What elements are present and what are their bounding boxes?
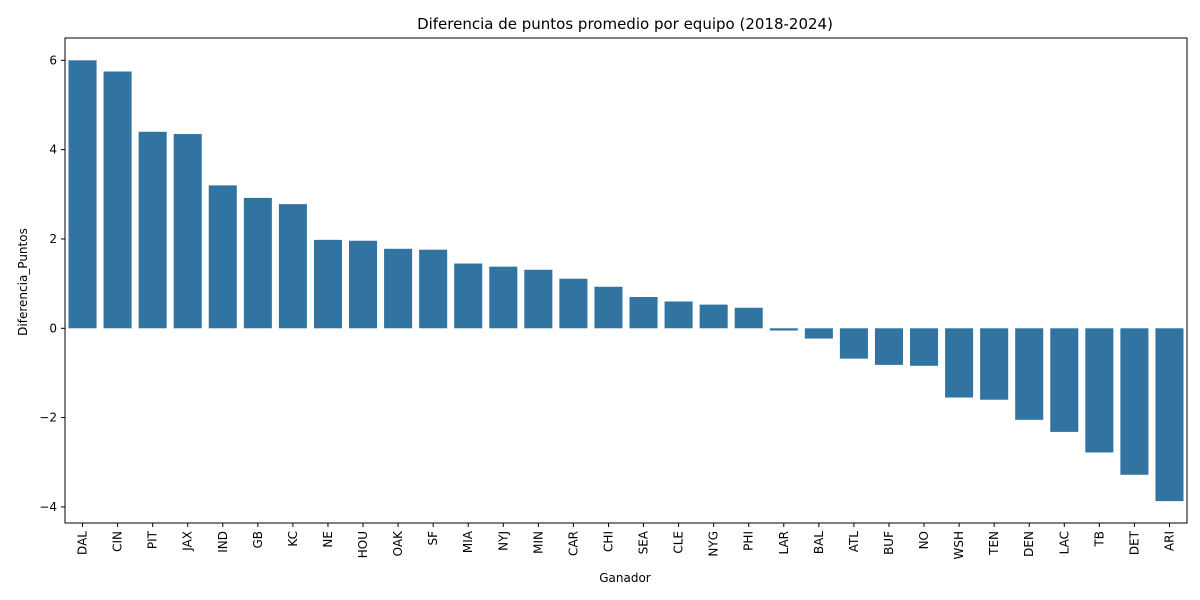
bar-den xyxy=(1015,328,1044,420)
y-tick-label: −4 xyxy=(39,500,57,514)
x-tick-label: KC xyxy=(286,531,300,547)
x-tick-label: LAR xyxy=(777,531,791,555)
bar-cin xyxy=(103,71,132,329)
bar-chi xyxy=(594,286,623,329)
x-tick-label: OAK xyxy=(391,530,405,556)
x-tick-label: DAL xyxy=(76,531,90,555)
x-tick-label: TEN xyxy=(987,531,1001,556)
y-axis: −4 −2 0 2 4 6 xyxy=(39,53,65,514)
bar-mia xyxy=(454,263,483,329)
bar-car xyxy=(559,278,588,329)
x-tick-label: PIT xyxy=(146,530,160,549)
x-axis: DAL CIN PIT JAX IND GB KC NE HOU OAK SF MIA NYJ MIN CA… xyxy=(76,523,1176,560)
x-tick-label: CHI xyxy=(601,531,615,552)
bars-group xyxy=(68,60,1184,502)
bar-lac xyxy=(1050,328,1079,432)
bar-gb xyxy=(243,197,272,329)
x-tick-label: CIN xyxy=(111,531,125,552)
bar-sf xyxy=(419,249,448,329)
bar-atl xyxy=(839,328,868,359)
x-tick-label: LAC xyxy=(1057,531,1071,554)
x-tick-label: NYJ xyxy=(496,531,510,551)
x-tick-label: GB xyxy=(251,531,265,549)
plot-frame xyxy=(64,37,1188,524)
bar-nyg xyxy=(699,304,728,329)
x-tick-label: CLE xyxy=(672,531,686,554)
bar-det xyxy=(1120,328,1149,475)
x-tick-label: NO xyxy=(917,531,931,549)
x-tick-label: NE xyxy=(321,531,335,548)
x-tick-label: SEA xyxy=(637,530,651,554)
bar-ten xyxy=(980,328,1009,400)
bar-min xyxy=(524,269,553,329)
bar-ne xyxy=(313,239,342,329)
x-tick-label: BAL xyxy=(812,531,826,554)
bar-oak xyxy=(384,248,413,329)
x-tick-label: CAR xyxy=(566,531,580,556)
bar-phi xyxy=(734,307,763,329)
y-tick-label: 2 xyxy=(49,232,57,246)
y-tick-label: 4 xyxy=(49,143,57,157)
bar-nyj xyxy=(489,266,518,329)
x-tick-label: ATL xyxy=(847,531,861,553)
bar-tb xyxy=(1085,328,1114,453)
y-tick-label: 0 xyxy=(49,321,57,335)
x-tick-label: SF xyxy=(426,531,440,546)
bar-sea xyxy=(629,297,658,329)
x-axis-label: Ganador xyxy=(599,571,651,585)
bar-kc xyxy=(278,204,307,329)
x-tick-label: DET xyxy=(1127,530,1141,555)
bar-wsh xyxy=(945,328,974,398)
x-tick-label: MIN xyxy=(531,531,545,554)
x-tick-label: TB xyxy=(1092,531,1106,548)
x-tick-label: MIA xyxy=(461,530,475,553)
x-tick-label: JAX xyxy=(181,531,195,552)
bar-no xyxy=(910,328,939,366)
bar-buf xyxy=(874,328,903,365)
bar-dal xyxy=(68,60,97,329)
x-tick-label: NYG xyxy=(707,531,721,557)
x-tick-label: DEN xyxy=(1022,531,1036,557)
y-tick-label: 6 xyxy=(49,53,57,67)
bar-ari xyxy=(1155,328,1184,502)
x-tick-label: PHI xyxy=(742,531,756,551)
bar-cle xyxy=(664,301,693,329)
x-tick-label: WSH xyxy=(952,531,966,560)
x-tick-label: BUF xyxy=(882,531,896,555)
y-axis-label: Diferencia_Puntos xyxy=(16,228,30,336)
bar-pit xyxy=(138,131,167,329)
x-tick-label: ARI xyxy=(1162,531,1176,551)
bar-ind xyxy=(208,185,237,329)
y-tick-label: −2 xyxy=(39,411,57,425)
bar-lar xyxy=(769,328,798,331)
bar-hou xyxy=(349,240,378,329)
x-tick-label: IND xyxy=(216,531,230,553)
bar-jax xyxy=(173,134,202,329)
chart-title: Diferencia de puntos promedio por equipo… xyxy=(417,15,833,33)
x-tick-label: HOU xyxy=(356,531,370,558)
bar-bal xyxy=(804,328,833,339)
